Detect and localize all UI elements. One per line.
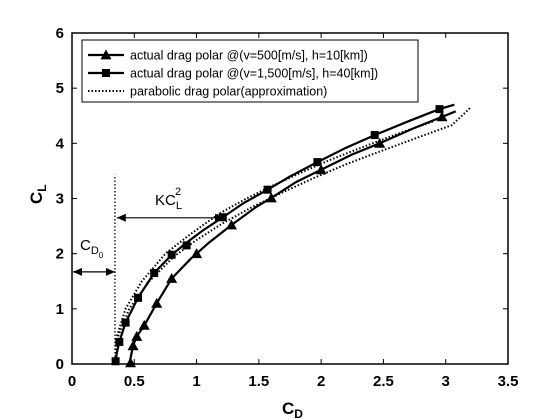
- axis-layer: 0 0.5 1 1.5 2 2.5 3 3.5 0 1 2 3 4 5 6 CD CL: [27, 25, 518, 420]
- cd0-arrow-head-right: [105, 267, 115, 276]
- square-marker: [167, 250, 176, 259]
- square-marker: [150, 268, 159, 277]
- square-marker: [182, 241, 191, 250]
- triangle-marker: [125, 357, 137, 368]
- marker-layer: [111, 105, 448, 368]
- x-tick-label: 0.5: [124, 373, 145, 390]
- square-marker: [134, 293, 143, 302]
- legend-triangle-marker: [100, 49, 112, 60]
- triangle-marker: [436, 111, 448, 122]
- kcl2-arrow-head-right: [214, 213, 224, 222]
- series-line-3: [114, 120, 434, 365]
- cd0-arrow-head-left: [73, 267, 82, 276]
- y-tick-label: 2: [56, 246, 64, 263]
- triangle-marker: [265, 192, 277, 203]
- triangle-marker: [166, 272, 178, 283]
- legend-square-marker: [102, 69, 110, 77]
- x-tick-label: 2: [317, 373, 325, 390]
- series-line-1: [128, 110, 457, 365]
- triangle-marker: [315, 164, 327, 175]
- square-marker: [435, 105, 444, 114]
- legend-label-1: actual drag polar @(v=500[m/s], h=10[km]…: [130, 49, 368, 63]
- x-tick-label: 1.5: [248, 373, 269, 390]
- x-axis-title: CD: [282, 399, 303, 420]
- square-marker: [263, 185, 272, 194]
- legend-label-2: actual drag polar @(v=1,500[m/s], h=40[k…: [130, 67, 378, 81]
- y-tick-label: 0: [56, 356, 64, 373]
- x-tick-label: 3.5: [498, 373, 519, 390]
- series-line-4: [114, 106, 472, 365]
- y-tick-label: 1: [56, 301, 64, 318]
- legend-box: [81, 39, 419, 103]
- kcl2-label: KCL2: [155, 186, 182, 212]
- triangle-marker: [127, 340, 139, 351]
- y-tick-label: 4: [56, 135, 65, 152]
- x-tick-label: 0: [68, 373, 76, 390]
- series-layer: [114, 103, 472, 365]
- legend-label-3: parabolic drag polar(approximation): [130, 85, 327, 99]
- y-tick-label: 5: [56, 80, 64, 97]
- annotation-layer: CD0 KCL2: [73, 174, 224, 364]
- series-line-2: [114, 103, 455, 362]
- triangle-marker: [151, 297, 163, 308]
- square-marker: [313, 158, 322, 167]
- y-tick-label: 3: [56, 191, 64, 208]
- legend: actual drag polar @(v=500[m/s], h=10[km]…: [81, 39, 419, 103]
- triangle-marker: [374, 137, 386, 148]
- square-marker: [370, 131, 379, 140]
- triangle-marker: [138, 319, 150, 330]
- x-tick-label: 3: [442, 373, 450, 390]
- x-tick-label: 1: [192, 373, 200, 390]
- square-marker: [115, 337, 124, 346]
- cd0-label: CD0: [80, 237, 104, 260]
- square-marker: [111, 357, 120, 366]
- triangle-marker: [225, 219, 237, 230]
- triangle-marker: [131, 330, 143, 341]
- kcl2-arrow-head-left: [116, 213, 126, 222]
- square-marker: [121, 318, 130, 327]
- triangle-marker: [191, 248, 203, 259]
- y-tick-label: 6: [56, 25, 64, 42]
- y-axis-title: CL: [27, 184, 49, 204]
- x-tick-label: 2.5: [373, 373, 394, 390]
